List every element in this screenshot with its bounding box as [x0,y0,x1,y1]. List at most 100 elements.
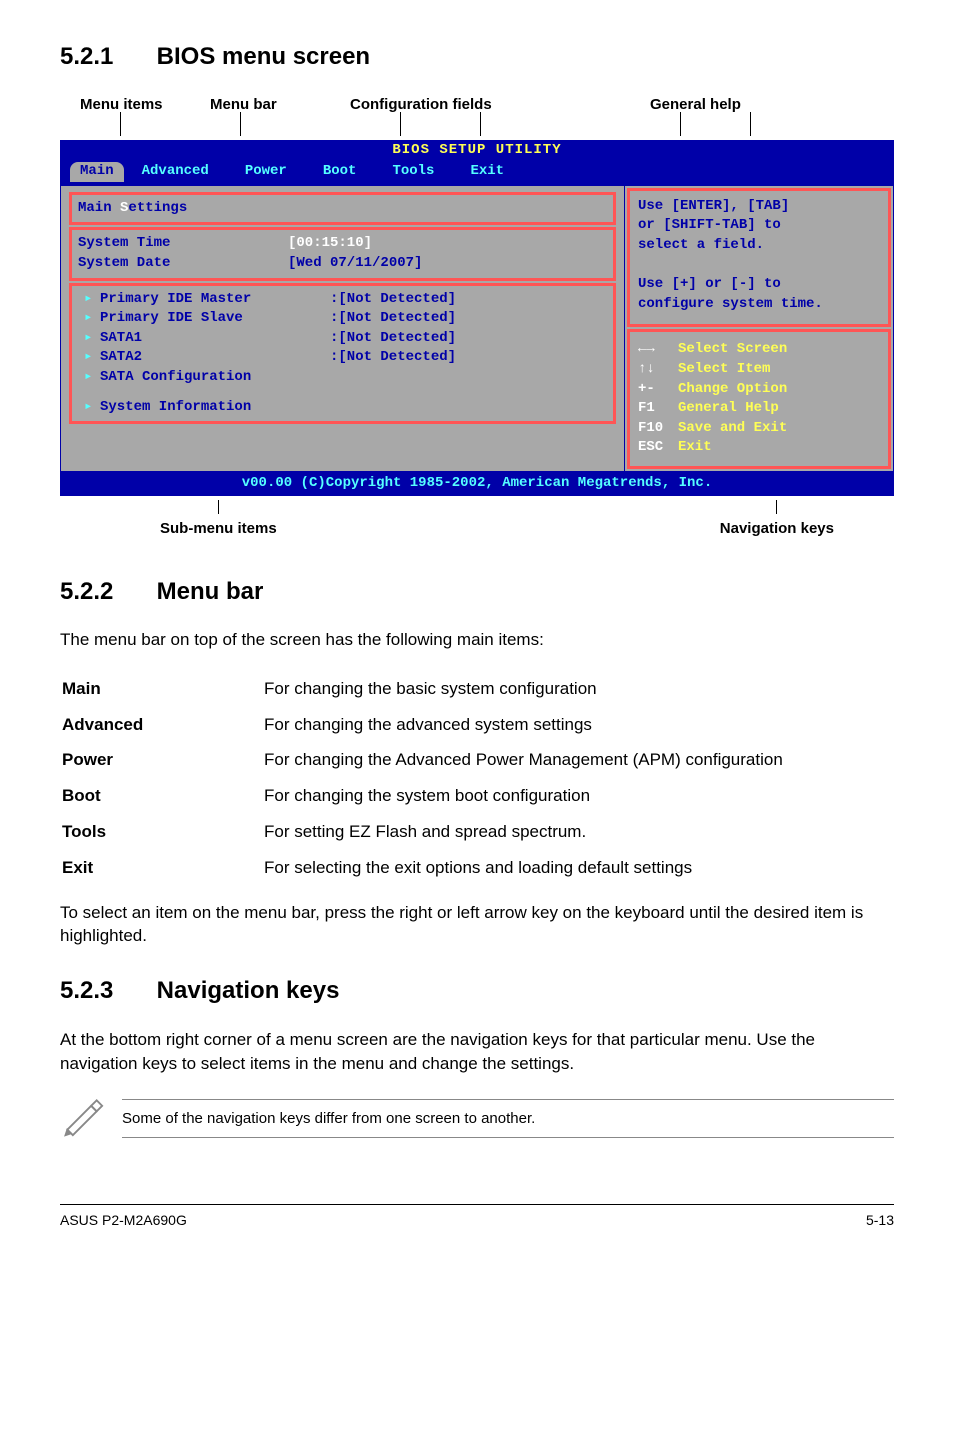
chevron-right-icon: ▸ [84,368,100,388]
help-line: Use [+] or [-] to [638,275,882,295]
heading-num: 5.2.2 [60,575,150,609]
table-row: BootFor changing the system boot configu… [62,779,892,813]
label-menu-items: Menu items [80,94,163,115]
bios-tab-main: Main [70,162,124,182]
nav-row: +-Change Option [638,380,882,400]
page-footer: ASUS P2-M2A690G 5-13 [60,1204,894,1231]
sata2-k: SATA2 [100,348,330,368]
label-general-help: General help [650,94,741,115]
row-sata-config: ▸SATA Configuration [78,368,607,388]
heading-522: 5.2.2 Menu bar [60,575,894,609]
bios-main-panel: Main Settings System Time [00:15:10] Sys… [60,186,624,472]
help-line: configure system time. [638,295,882,315]
bios-title: BIOS SETUP UTILITY [60,140,894,162]
bios-tab-exit: Exit [452,162,522,182]
tick [240,112,241,136]
submenu-text: Sub-menu items [160,520,277,537]
redbox-detect: ▸Primary IDE Master:[Not Detected] ▸Prim… [69,283,616,425]
tick [218,500,219,514]
bios-help-panel: Use [ENTER], [TAB] or [SHIFT-TAB] to sel… [624,186,894,472]
bios-footer: v00.00 (C)Copyright 1985-2002, American … [60,472,894,496]
ide-slave-k: Primary IDE Slave [100,309,330,329]
nav-row: ESCExit [638,438,882,458]
chevron-right-icon: ▸ [84,348,100,368]
help-line: Use [ENTER], [TAB] [638,197,882,217]
sata1-k: SATA1 [100,329,330,349]
cell-v: For changing the advanced system setting… [264,708,892,742]
nav-lbl: Save and Exit [678,420,787,436]
row-system-time: System Time [00:15:10] [78,234,607,254]
bios-tab-boot: Boot [305,162,375,182]
cell-v: For changing the basic system configurat… [264,672,892,706]
tick [480,112,481,136]
row-ide-master: ▸Primary IDE Master:[Not Detected] [78,290,607,310]
footer-right: 5-13 [866,1211,894,1231]
heading-title: Menu bar [157,578,264,605]
nav-key: ←→ [638,340,678,360]
label-submenu: Sub-menu items [160,500,277,539]
system-date-value: [Wed 07/11/2007] [288,254,422,274]
cell-k: Advanced [62,708,262,742]
menubar-intro: The menu bar on top of the screen has th… [60,628,894,652]
label-navkeys: Navigation keys [720,500,834,539]
label-menu-bar: Menu bar [210,94,277,115]
nav-key: F10 [638,419,678,439]
bios-screenshot: BIOS SETUP UTILITY Main Advanced Power B… [60,140,894,496]
nav-key: F1 [638,399,678,419]
chevron-right-icon: ▸ [84,398,100,418]
bios-body: Main Settings System Time [00:15:10] Sys… [60,186,894,472]
nav-lbl: Select Item [678,361,770,377]
chevron-right-icon: ▸ [84,329,100,349]
cell-k: Power [62,743,262,777]
menubar-outro: To select an item on the menu bar, press… [60,901,894,949]
nav-key: ↑↓ [638,360,678,380]
ide-slave-v: :[Not Detected] [330,309,456,329]
heading-title: BIOS menu screen [157,43,370,70]
nav-lbl: Select Screen [678,341,787,357]
nav-key: +- [638,380,678,400]
nav-row: ↑↓Select Item [638,360,882,380]
help-nav-box: ←→Select Screen ↑↓Select Item +-Change O… [627,329,891,469]
ide-master-k: Primary IDE Master [100,290,330,310]
heading-num: 5.2.3 [60,974,150,1008]
cell-v: For selecting the exit options and loadi… [264,851,892,885]
tick [750,112,751,136]
row-system-info: ▸System Information [78,398,607,418]
nav-row: F1General Help [638,399,882,419]
tick [680,112,681,136]
row-sata1: ▸SATA1:[Not Detected] [78,329,607,349]
ide-master-v: :[Not Detected] [330,290,456,310]
row-system-date: System Date [Wed 07/11/2007] [78,254,607,274]
footer-left: ASUS P2-M2A690G [60,1211,187,1231]
note-text: Some of the navigation keys differ from … [122,1099,894,1138]
bios-top-labels: Menu items Menu bar Configuration fields… [60,94,894,140]
bios-bottom-labels: Sub-menu items Navigation keys [60,500,894,539]
cell-k: Boot [62,779,262,813]
help-line: or [SHIFT-TAB] to [638,216,882,236]
bios-tabs: Main Advanced Power Boot Tools Exit [60,161,894,186]
cell-v: For changing the system boot configurati… [264,779,892,813]
redbox-time: System Time [00:15:10] System Date [Wed … [69,227,616,280]
heading-num: 5.2.1 [60,40,150,74]
nav-key: ESC [638,438,678,458]
nav-lbl: General Help [678,400,779,416]
menubar-table: MainFor changing the basic system config… [60,670,894,887]
nav-lbl: Exit [678,439,712,455]
help-line: select a field. [638,236,882,256]
main-settings-label: Main Settings [78,199,607,219]
table-row: PowerFor changing the Advanced Power Man… [62,743,892,777]
nav-paragraph: At the bottom right corner of a menu scr… [60,1028,894,1076]
cell-v: For changing the Advanced Power Manageme… [264,743,892,777]
sata1-v: :[Not Detected] [330,329,456,349]
nav-row: F10Save and Exit [638,419,882,439]
system-time-label: System Time [78,234,288,254]
cell-k: Main [62,672,262,706]
heading-523: 5.2.3 Navigation keys [60,974,894,1008]
spacer [78,388,607,398]
note-block: Some of the navigation keys differ from … [60,1093,894,1144]
label-config-fields: Configuration fields [350,94,492,115]
nav-lbl: Change Option [678,381,787,397]
chevron-right-icon: ▸ [84,290,100,310]
help-top-box: Use [ENTER], [TAB] or [SHIFT-TAB] to sel… [627,188,891,328]
system-time-value: [00:15:10] [288,234,372,254]
